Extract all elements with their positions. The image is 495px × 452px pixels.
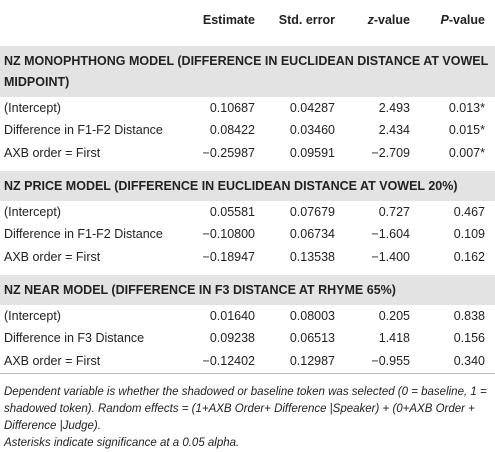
data-row: Difference in F1-F2 Distance 0.08422 0.034…: [0, 119, 495, 141]
cell: 0.015*: [448, 123, 485, 137]
header-row: Estimate Std. error z-value P-value: [0, 0, 495, 44]
data-row: (Intercept) 0.01640 0.08003 0.205 0.838: [0, 305, 495, 327]
row-label: Difference in F1-F2 Distance: [4, 227, 163, 241]
cell: 0.04287: [289, 101, 335, 115]
section-row: NZ MONOPHTHONG MODEL (DIFFERENCE IN EUCL…: [0, 40, 495, 97]
section-title: NZ PRICE MODEL (DIFFERENCE IN EUCLIDEAN …: [0, 165, 495, 201]
cell: 2.493: [378, 101, 410, 115]
row-label: AXB order = First: [0, 349, 180, 374]
results-table: Estimate Std. error z-value P-value NZ MONO…: [0, 0, 495, 374]
cell: 0.10687: [209, 101, 255, 115]
cell: 0.09591: [265, 141, 345, 169]
data-row: AXB order = First −0.18947 0.13538 −1.400 0.…: [0, 245, 495, 273]
row-label: (Intercept): [4, 309, 61, 323]
section-title: NZ MONOPHTHONG MODEL (DIFFERENCE IN EUCL…: [0, 40, 495, 97]
data-row: Difference in F1-F2 Distance −0.10800 0.06…: [0, 223, 495, 245]
cell: 0.013*: [448, 101, 485, 115]
cell: 0.12987: [265, 349, 345, 374]
column-header: Estimate: [180, 0, 265, 44]
cell: 0.07679: [289, 205, 335, 219]
section-row: NZ NEAR MODEL (DIFFERENCE IN F3 DISTANCE…: [0, 269, 495, 305]
cell: 0.01640: [209, 309, 255, 323]
cell: −0.25987: [180, 141, 265, 169]
table-body: NZ MONOPHTHONG MODEL (DIFFERENCE IN EUCL…: [0, 40, 495, 374]
footnote: Dependent variable is whether the shadow…: [4, 386, 487, 432]
cell: −1.604: [371, 227, 410, 241]
cell: 0.727: [378, 205, 410, 219]
data-row: (Intercept) 0.05581 0.07679 0.727 0.467: [0, 201, 495, 223]
data-row: Difference in F3 Distance 0.09238 0.06513 1…: [0, 327, 495, 349]
cell: 0.09238: [209, 331, 255, 345]
footnote: Asterisks indicate significance at a 0.0…: [4, 437, 240, 449]
cell: 0.06734: [289, 227, 335, 241]
column-header: z-value: [345, 0, 420, 44]
cell: −2.709: [345, 141, 420, 169]
cell: 0.340: [420, 349, 495, 374]
data-row: AXB order = First −0.25987 0.09591 −2.709 0.…: [0, 141, 495, 169]
section-row: NZ PRICE MODEL (DIFFERENCE IN EUCLIDEAN …: [0, 165, 495, 201]
row-label: Difference in F3 Distance: [4, 331, 145, 345]
cell: 0.838: [453, 309, 485, 323]
data-row: (Intercept) 0.10687 0.04287 2.493 0.013*: [0, 97, 495, 119]
row-label: AXB order = First: [0, 245, 180, 273]
cell: 0.162: [420, 245, 495, 273]
cell: 0.205: [378, 309, 410, 323]
cell: −0.12402: [180, 349, 265, 374]
corner: [0, 0, 180, 44]
cell: 0.08003: [289, 309, 335, 323]
column-header: Std. error: [265, 0, 345, 44]
cell: 0.007*: [420, 141, 495, 169]
cell: −1.400: [345, 245, 420, 273]
cell: 0.08422: [209, 123, 255, 137]
data-row: AXB order = First −0.12402 0.12987 −0.955 0.…: [0, 349, 495, 374]
cell: 1.418: [378, 331, 410, 345]
footnotes: Dependent variable is whether the shadow…: [0, 374, 495, 452]
row-label: Difference in F1-F2 Distance: [4, 123, 163, 137]
row-label: AXB order = First: [0, 141, 180, 169]
column-header: P-value: [420, 0, 495, 44]
cell: 0.06513: [289, 331, 335, 345]
cell: 0.467: [453, 205, 485, 219]
cell: 0.109: [453, 227, 485, 241]
cell: −0.18947: [180, 245, 265, 273]
section-title: NZ NEAR MODEL (DIFFERENCE IN F3 DISTANCE…: [0, 269, 495, 305]
row-label: (Intercept): [4, 205, 61, 219]
cell: 0.03460: [289, 123, 335, 137]
cell: 2.434: [378, 123, 410, 137]
cell: −0.955: [345, 349, 420, 374]
cell: 0.156: [453, 331, 485, 345]
cell: 0.05581: [209, 205, 255, 219]
row-label: (Intercept): [4, 101, 61, 115]
cell: 0.13538: [265, 245, 345, 273]
cell: −0.10800: [202, 227, 255, 241]
